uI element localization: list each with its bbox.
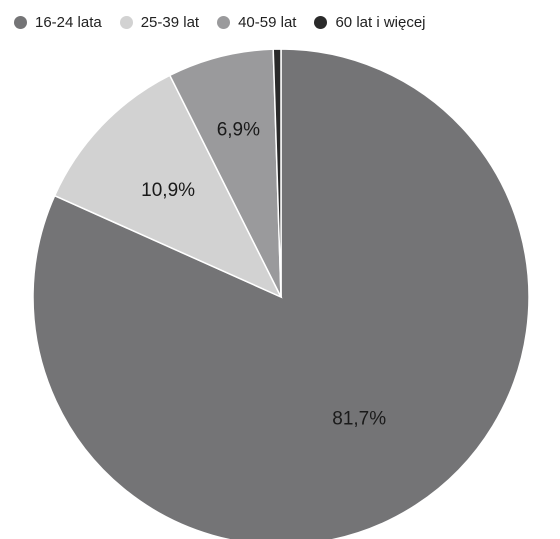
pie-slices (32, 48, 530, 539)
chart-legend: 16-24 lata 25-39 lat 40-59 lat 60 lat i … (0, 0, 560, 44)
legend-label: 16-24 lata (35, 13, 102, 31)
legend-swatch (119, 15, 133, 29)
pie-slice (53, 74, 283, 299)
pie-slice (168, 48, 282, 298)
legend-label: 40-59 lat (238, 13, 297, 31)
legend-swatch (314, 15, 328, 29)
legend-item: 60 lat i więcej (314, 13, 426, 31)
pie-slice (272, 48, 282, 298)
slice-label: 10,9% (141, 180, 195, 201)
slice-label: 6,9% (217, 120, 260, 141)
legend-label: 25-39 lat (140, 13, 200, 31)
legend-label: 60 lat i więcej (335, 13, 426, 31)
legend-item: 16-24 lata (14, 14, 102, 31)
pie-labels: 81,7% 10,9% 6,9% (141, 120, 386, 430)
legend-item: 25-39 lat (119, 13, 200, 31)
legend-swatch (14, 15, 27, 29)
legend-item: 40-59 lat (217, 14, 296, 31)
legend-swatch (217, 15, 231, 29)
slice-label: 81,7% (332, 409, 386, 430)
